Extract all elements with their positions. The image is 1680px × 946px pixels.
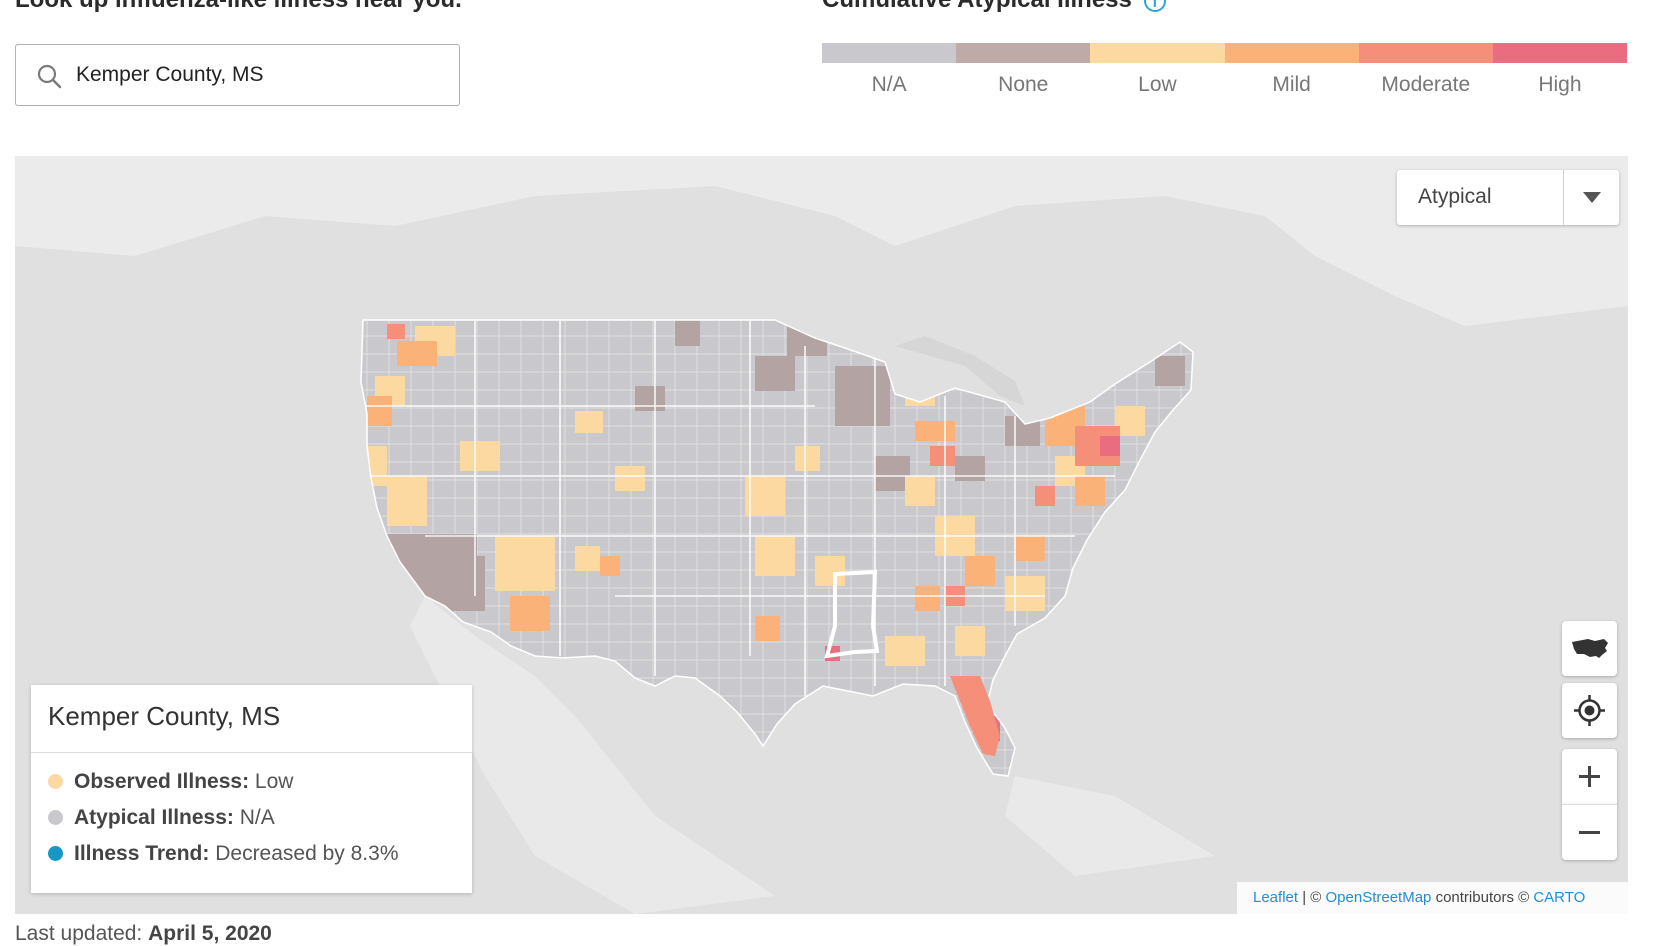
legend-label-moderate: Moderate	[1381, 73, 1471, 96]
legend-color-bar	[822, 43, 1628, 63]
metric-dropdown-value[interactable]: Atypical	[1418, 185, 1492, 208]
legend-label-none: None	[998, 73, 1049, 96]
atypical-illness-value: N/A	[239, 806, 275, 829]
legend-swatch-na	[822, 43, 957, 63]
zoom-out-icon	[1579, 831, 1600, 834]
carto-link[interactable]: CARTO	[1533, 889, 1586, 906]
florida-region[interactable]	[950, 676, 1000, 756]
legend-swatch-none	[956, 43, 1091, 63]
legend-label-low: Low	[1138, 73, 1177, 96]
canada-landmass	[15, 156, 1628, 326]
great-lakes	[895, 336, 1025, 406]
legend-labels: N/A None Low Mild Moderate High	[822, 73, 1627, 97]
observed-illness-label: Observed Illness:	[74, 770, 250, 793]
chevron-down-icon[interactable]	[1583, 192, 1601, 203]
illness-trend-value: Decreased by 8.3%	[215, 842, 399, 865]
leaflet-link[interactable]: Leaflet	[1253, 889, 1299, 906]
us-map-icon	[1572, 639, 1608, 658]
observed-illness-value: Low	[254, 770, 294, 793]
observed-illness-dot	[48, 774, 63, 789]
legend-swatch-high	[1492, 43, 1628, 63]
search-icon	[37, 64, 62, 89]
legend-swatch-moderate	[1358, 43, 1493, 63]
map-attribution: Leaflet | © OpenStreetMap contributors ©…	[1237, 882, 1628, 914]
attribution-contributors: contributors ©	[1431, 889, 1534, 906]
search-value[interactable]: Kemper County, MS	[76, 63, 264, 86]
metric-dropdown[interactable]: Atypical	[1397, 170, 1619, 225]
info-circle-icon[interactable]: i	[1143, 0, 1166, 12]
illness-map[interactable]: Atypical Kemper County, MS O	[15, 156, 1628, 914]
last-updated: Last updated: April 5, 2020	[15, 922, 272, 946]
zoom-in-icon	[1579, 766, 1600, 787]
legend-label-high: High	[1538, 73, 1582, 96]
locate-button[interactable]	[1562, 683, 1617, 738]
atypical-illness-label: Atypical Illness:	[74, 806, 234, 829]
openstreetmap-link[interactable]: OpenStreetMap	[1325, 889, 1432, 906]
attribution-sep: | ©	[1298, 889, 1326, 906]
lookup-heading: Look up influenza-like illness near you.	[15, 0, 462, 14]
zoom-in-button[interactable]	[1562, 749, 1617, 804]
legend-swatch-mild	[1224, 43, 1359, 63]
zoom-out-button[interactable]	[1562, 804, 1617, 860]
dropdown-divider	[1563, 170, 1564, 225]
last-updated-label: Last updated:	[15, 922, 143, 945]
illness-trend-dot	[48, 846, 63, 861]
illness-trend-label: Illness Trend:	[74, 842, 210, 865]
us-view-button[interactable]	[1562, 621, 1617, 676]
atypical-illness-dot	[48, 810, 63, 825]
caribbean-landmass	[1005, 776, 1215, 876]
legend-label-mild: Mild	[1272, 73, 1311, 96]
last-updated-date: April 5, 2020	[148, 922, 272, 945]
illness-trend-row: Illness Trend: Decreased by 8.3%	[48, 842, 399, 866]
legend-heading-text: Cumulative Atypical Illness	[822, 0, 1132, 13]
mexico-landmass	[410, 596, 775, 914]
location-search-input[interactable]: Kemper County, MS	[15, 44, 460, 106]
legend-label-na: N/A	[871, 73, 907, 96]
county-info-title: Kemper County, MS	[48, 701, 281, 731]
legend-heading: Cumulative Atypical Illness i	[822, 0, 1166, 14]
selected-state-outline[interactable]	[824, 569, 880, 659]
county-info-panel: Kemper County, MS Observed Illness: Low …	[31, 685, 472, 893]
atypical-illness-row: Atypical Illness: N/A	[48, 806, 275, 830]
locate-icon	[1574, 695, 1605, 726]
observed-illness-row: Observed Illness: Low	[48, 770, 293, 794]
info-divider	[31, 752, 472, 753]
legend-swatch-low	[1090, 43, 1225, 63]
